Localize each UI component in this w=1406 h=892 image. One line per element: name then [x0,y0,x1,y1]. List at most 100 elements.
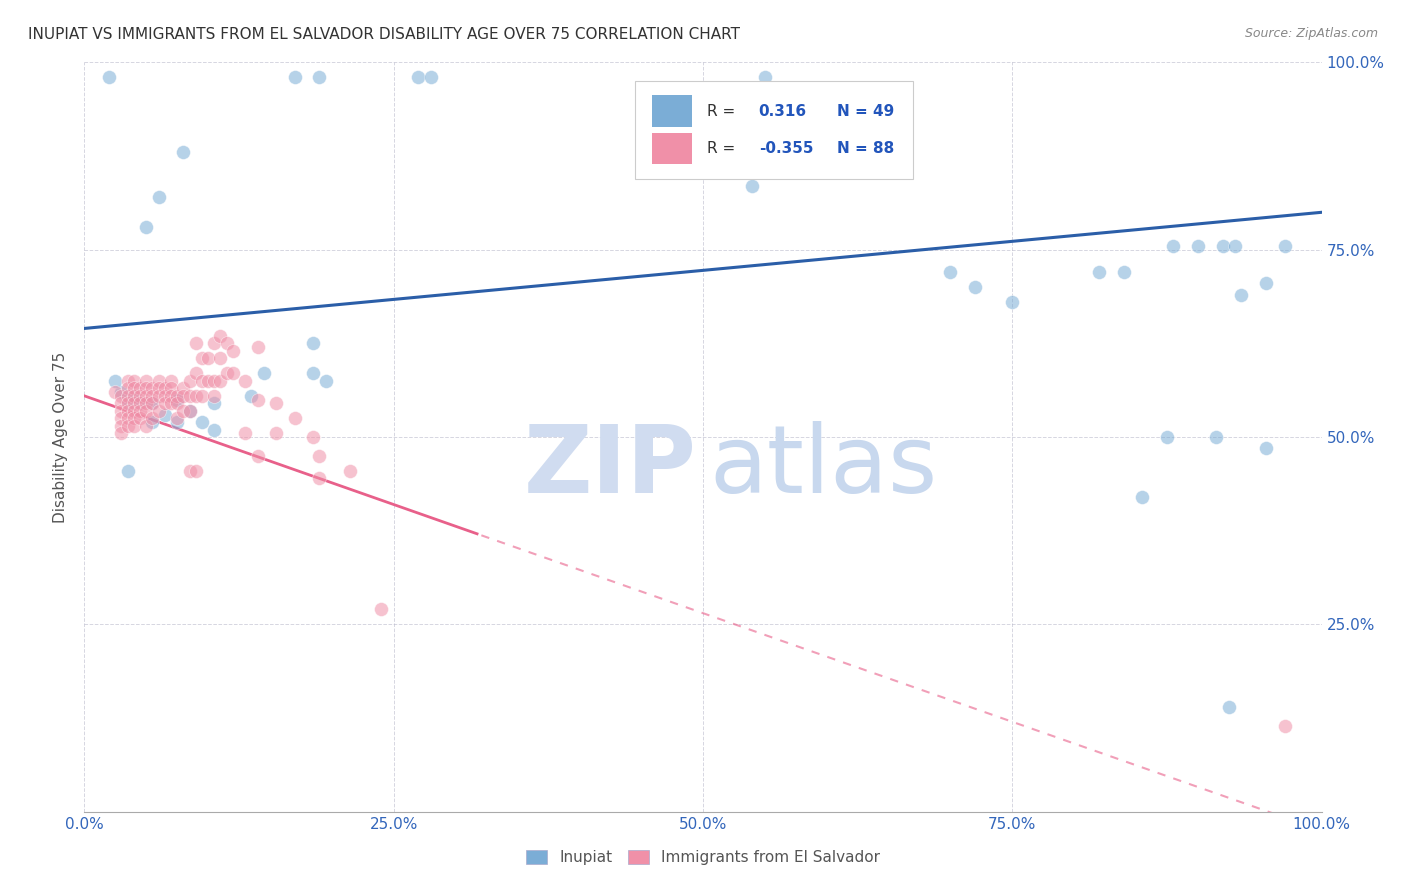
Point [166,415,188,429]
Point [122,374,145,388]
Point [179,404,201,418]
Point [184,389,207,403]
Point [172,145,194,160]
Point [939,265,962,279]
Point [965,280,987,294]
Point [202,374,225,388]
Point [129,389,152,403]
Point [117,381,139,395]
Point [370,602,392,616]
Point [1254,277,1277,291]
Point [117,396,139,410]
Point [253,367,276,381]
Point [209,351,232,366]
Point [148,381,170,395]
Point [741,179,763,194]
Text: Source: ZipAtlas.com: Source: ZipAtlas.com [1244,27,1378,40]
Point [215,367,238,381]
Point [122,389,145,403]
Point [246,449,269,463]
Point [110,418,132,433]
Point [308,449,330,463]
Text: ZIP: ZIP [524,421,697,513]
Point [166,389,188,403]
Point [191,389,214,403]
Point [122,404,145,418]
Point [135,396,157,410]
Point [110,389,132,403]
Point [1130,490,1153,504]
Point [184,336,207,351]
Point [122,411,145,425]
Point [184,367,207,381]
Point [148,190,170,204]
Text: -0.355: -0.355 [759,141,813,156]
Text: 0.316: 0.316 [759,103,807,119]
Point [166,392,188,407]
Point [215,336,238,351]
Point [135,389,157,403]
Point [1001,295,1024,310]
Point [153,396,176,410]
Legend: Inupiat, Immigrants from El Salvador: Inupiat, Immigrants from El Salvador [520,844,886,871]
Point [172,381,194,395]
Point [419,70,441,85]
Point [1112,265,1135,279]
Point [1230,287,1253,301]
Point [122,381,145,395]
Point [110,404,132,418]
Point [166,396,188,410]
Point [233,426,256,441]
Point [302,336,325,351]
Point [148,389,170,403]
Point [110,426,132,441]
Point [135,374,157,388]
Point [315,374,337,388]
Point [117,404,139,418]
Point [160,381,183,395]
Point [117,418,139,433]
Point [202,389,225,403]
Point [110,385,132,400]
Point [141,389,163,403]
Point [179,374,201,388]
Point [246,340,269,354]
Point [202,336,225,351]
Point [264,426,287,441]
Point [141,415,163,429]
Point [129,381,152,395]
Point [308,471,330,485]
Point [1218,699,1240,714]
Point [1223,239,1246,253]
Point [179,464,201,478]
Point [135,418,157,433]
Point [202,396,225,410]
Text: INUPIAT VS IMMIGRANTS FROM EL SALVADOR DISABILITY AGE OVER 75 CORRELATION CHART: INUPIAT VS IMMIGRANTS FROM EL SALVADOR D… [28,27,740,42]
Point [1205,430,1227,444]
Point [222,367,245,381]
Text: atlas: atlas [709,421,938,513]
Point [160,396,183,410]
Point [153,389,176,403]
Point [264,396,287,410]
Point [302,430,325,444]
Point [1187,239,1209,253]
FancyBboxPatch shape [652,133,692,164]
Point [148,404,170,418]
Point [141,396,163,410]
Point [209,374,232,388]
Point [153,408,176,422]
Point [129,411,152,425]
Point [141,381,163,395]
Point [1088,265,1111,279]
Point [117,374,139,388]
Point [135,220,157,235]
Point [153,381,176,395]
Point [184,464,207,478]
Point [141,411,163,425]
Point [160,389,183,403]
Point [209,329,232,343]
Point [191,374,214,388]
FancyBboxPatch shape [636,81,914,178]
Point [117,396,139,410]
